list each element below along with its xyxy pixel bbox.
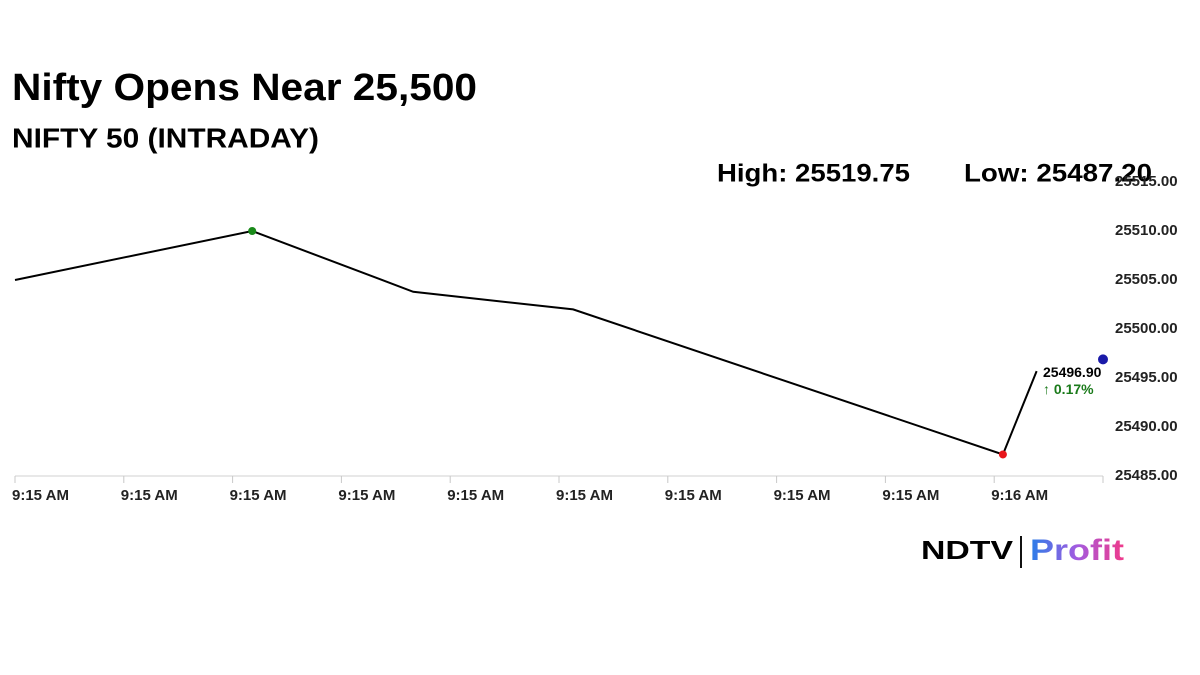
x-tick-label: 9:15 AM [230, 487, 287, 504]
low-label: Low: 25487.20 [964, 160, 1152, 188]
x-tick-label: 9:15 AM [774, 487, 831, 504]
last-value-label: 25496.90 [1043, 364, 1102, 380]
low-dot [998, 450, 1007, 459]
logo-profit: Profit [1030, 534, 1124, 567]
last-dot [1098, 354, 1108, 365]
chart-title: Nifty Opens Near 25,500 [12, 67, 477, 109]
y-tick-label: 25505.00 [1115, 271, 1178, 288]
x-tick-label: 9:15 AM [121, 487, 178, 504]
x-tick-label: 9:15 AM [556, 487, 613, 504]
x-tick-label: 9:15 AM [12, 487, 69, 504]
chart-subtitle: NIFTY 50 (INTRADAY) [12, 122, 319, 153]
y-tick-label: 25500.00 [1115, 320, 1178, 337]
x-tick-label: 9:15 AM [447, 487, 504, 504]
y-tick-label: 25485.00 [1115, 467, 1178, 484]
x-tick-label: 9:15 AM [338, 487, 395, 504]
logo-ndtv: NDTV [921, 535, 1014, 565]
high-label: High: 25519.75 [717, 160, 910, 188]
x-tick-label: 9:15 AM [665, 487, 722, 504]
x-tick-label: 9:16 AM [991, 487, 1048, 504]
y-tick-label: 25510.00 [1115, 222, 1178, 239]
price-line [14, 229, 1038, 456]
y-tick-label: 25515.00 [1115, 173, 1178, 190]
change-label: ↑ 0.17% [1043, 381, 1094, 397]
high-dot [248, 227, 257, 235]
y-tick-label: 25490.00 [1115, 418, 1178, 435]
x-tick-label: 9:15 AM [882, 487, 939, 504]
y-tick-label: 25495.00 [1115, 369, 1178, 386]
